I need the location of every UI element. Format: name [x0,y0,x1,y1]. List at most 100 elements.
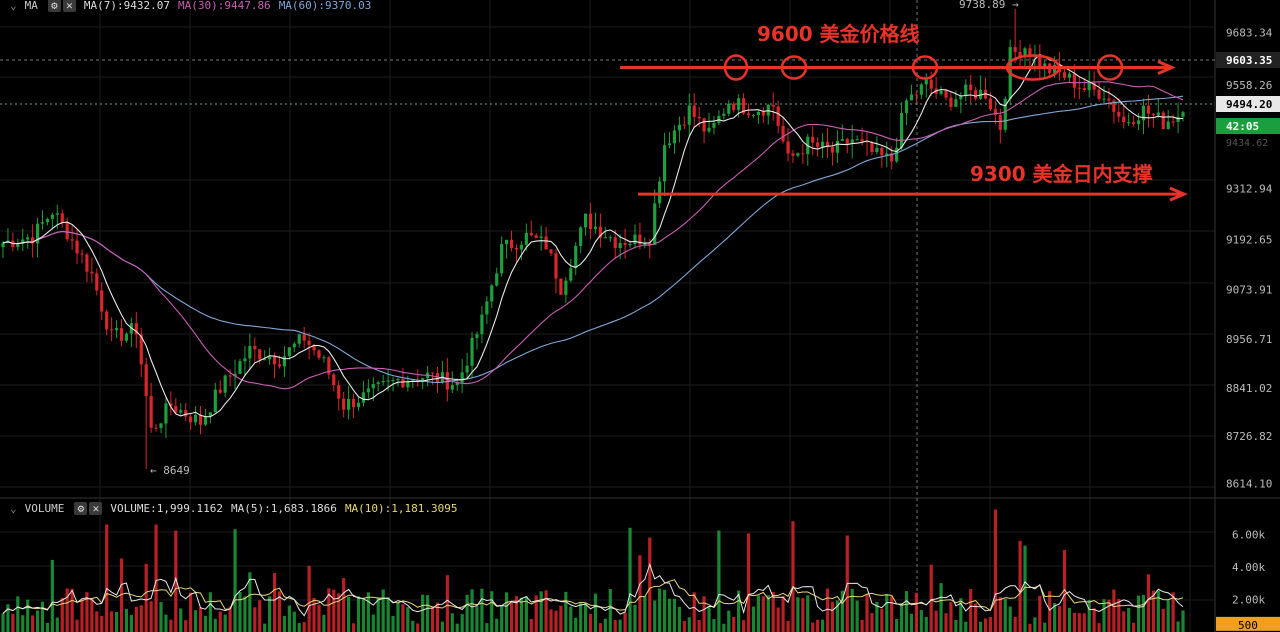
volume-bar [440,621,445,632]
volume-ma5-line [2,562,1184,617]
volume-bar [722,623,726,632]
volume-bar [717,530,721,632]
volume-bar [1161,608,1165,632]
volume-bar [1018,540,1022,632]
volume-bar [564,591,568,632]
volume-bar [519,597,524,632]
volume-bar [1176,621,1180,632]
volume-bar [618,619,622,632]
candle-body [583,213,588,228]
candle-body [268,356,272,360]
candle-body [924,79,928,85]
price-tick-label: 8956.71 [1226,333,1272,346]
volume-bar [697,619,701,632]
candle-body [238,361,242,374]
volume-bar [574,617,578,632]
candle-body [598,226,603,238]
volume-bar [1181,610,1185,632]
candle-body [904,100,909,114]
price-tick-label: 9192.65 [1226,233,1272,246]
volume-bar [786,620,790,632]
volume-bar [253,607,257,632]
volume-bar [70,588,74,632]
volume-bar [554,610,558,632]
settings-gear-icon[interactable]: ⚙ [74,501,88,515]
candle-body [371,384,375,389]
volume-bar [263,623,267,632]
candle-body [1097,89,1101,99]
volume-bar [35,610,40,632]
volume-bar [342,578,346,632]
candle-body [593,226,598,230]
candle-body [569,268,573,281]
candle-body [890,153,894,162]
volume-bar [638,555,642,632]
candle-body [70,239,74,241]
candle-body [667,143,672,146]
candle-body [1127,122,1131,124]
volume-bar [825,588,830,632]
volume-bar [381,589,385,632]
volume-bar [95,611,99,632]
ma7-line [2,53,1184,418]
volume-bar [687,617,691,632]
candle-body [885,153,889,156]
candle-body [1028,48,1032,58]
candle-body [169,403,173,407]
candle-body [1117,111,1121,117]
volume-bar [386,597,390,632]
candle-body [174,406,178,413]
volume-bar [485,623,489,632]
volume-bar [914,592,918,632]
volume-bar [588,614,593,632]
collapse-chevron-icon[interactable]: ⌄ [10,0,17,12]
candle-body [307,340,311,346]
candle-body [929,79,933,89]
volume-bar [781,596,785,632]
volume-bar [1072,612,1076,632]
volume-bar [988,617,993,632]
candle-body [633,234,637,245]
candle-body [899,113,904,148]
price-tick-label: 9558.26 [1226,79,1272,92]
candle-body [1043,63,1047,67]
volume-bar [830,601,835,632]
candles [1,8,1185,469]
volume-bar [129,614,133,632]
candle-body [189,416,193,423]
candle-body [263,359,267,361]
volume-bar [1092,608,1096,632]
close-icon[interactable]: ✕ [89,501,103,515]
candle-body [949,97,953,107]
volume-bar [702,596,706,632]
volume-bar [85,592,89,632]
candle-body [421,378,425,382]
touch-circle [1005,54,1061,81]
candle-body [159,423,163,428]
volume-bar [608,589,612,632]
candle-body [914,94,918,96]
candle-body [707,127,711,132]
volume-bar [559,605,563,632]
candle-body [751,115,756,117]
volume-bar [490,591,494,632]
candle-body [959,95,963,100]
volume-bar [1097,623,1101,632]
close-icon[interactable]: ✕ [62,0,76,12]
candle-body [114,328,119,331]
candle-body [579,227,583,246]
settings-gear-icon[interactable]: ⚙ [47,0,61,12]
collapse-chevron-icon[interactable]: ⌄ [10,501,17,515]
candle-body [144,364,148,396]
candle-body [1072,73,1076,88]
volume-bar [751,606,756,632]
volume-bar [322,614,326,632]
candle-body [741,98,746,114]
volume-bar [351,623,356,632]
candle-body [835,140,839,153]
candle-body [677,124,682,131]
volume-bar [939,583,943,632]
volume-bar [954,619,958,632]
volume-bar [998,597,1002,632]
